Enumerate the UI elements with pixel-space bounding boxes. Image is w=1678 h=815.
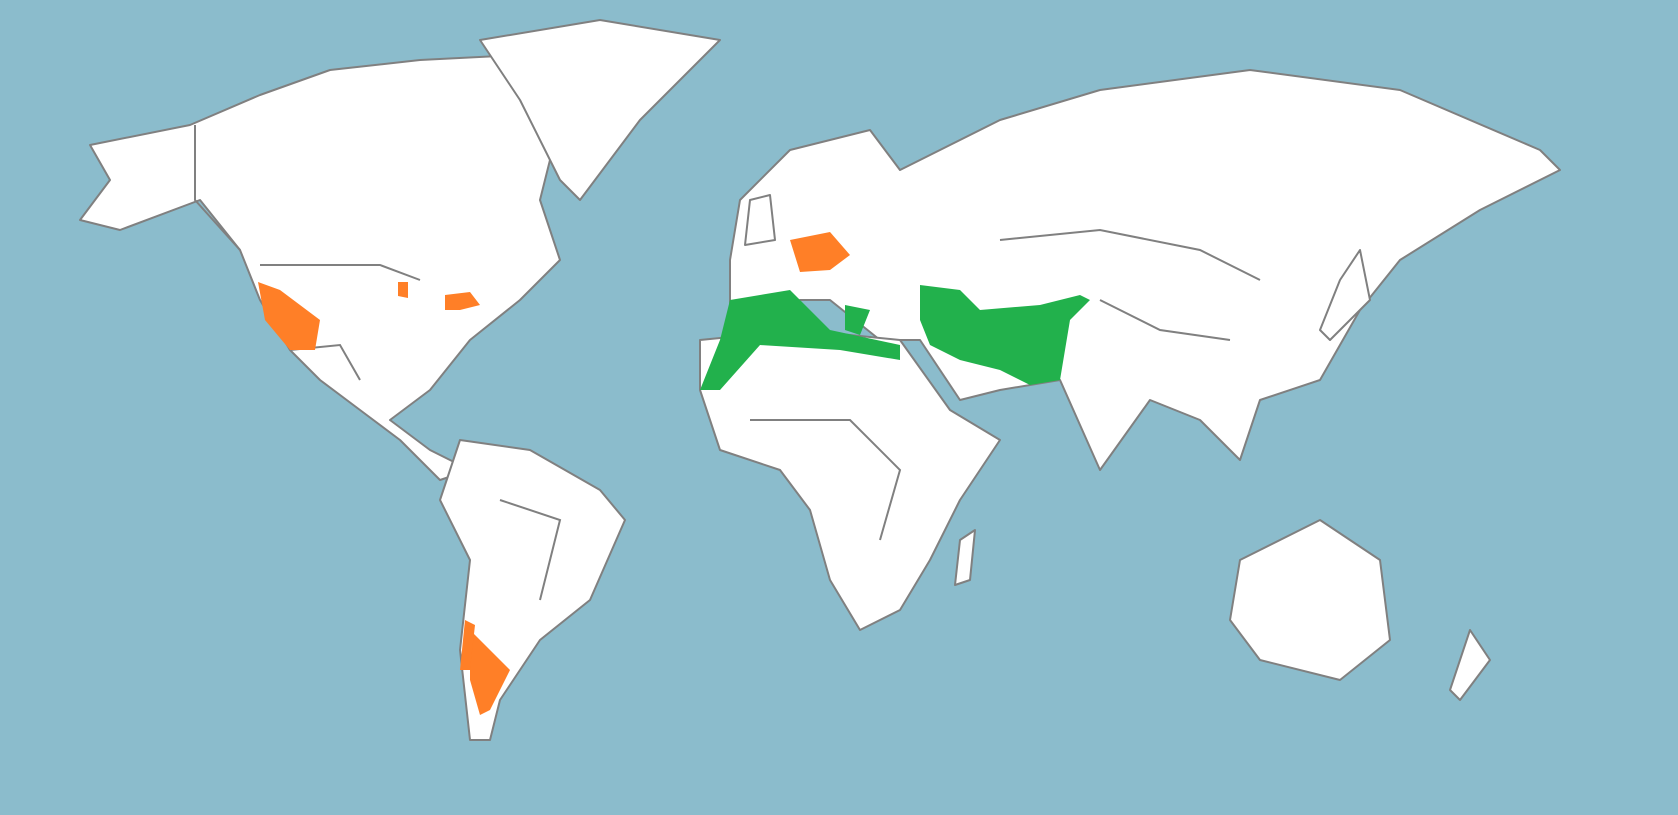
highlight-orange-region bbox=[258, 282, 320, 350]
highlight-orange-region bbox=[470, 630, 510, 715]
eurasia bbox=[729, 69, 1561, 471]
highlight-green-region bbox=[845, 305, 870, 335]
highlight-orange-region bbox=[460, 620, 475, 670]
north-america bbox=[79, 54, 561, 481]
highlight-orange-region bbox=[398, 282, 408, 298]
new-zealand bbox=[1449, 629, 1491, 701]
highlight-orange-region bbox=[445, 292, 480, 310]
africa bbox=[699, 329, 1001, 631]
japan bbox=[1319, 249, 1371, 341]
greenland bbox=[479, 19, 721, 201]
australia bbox=[1229, 519, 1391, 681]
highlight-green-region bbox=[700, 290, 900, 390]
uk bbox=[744, 194, 776, 246]
highlight-orange-region bbox=[790, 232, 850, 272]
highlight-green-region bbox=[920, 285, 1090, 385]
madagascar bbox=[954, 529, 976, 586]
landmasses bbox=[79, 19, 1561, 741]
highlighted-regions bbox=[258, 232, 1090, 715]
borders bbox=[194, 125, 1261, 601]
